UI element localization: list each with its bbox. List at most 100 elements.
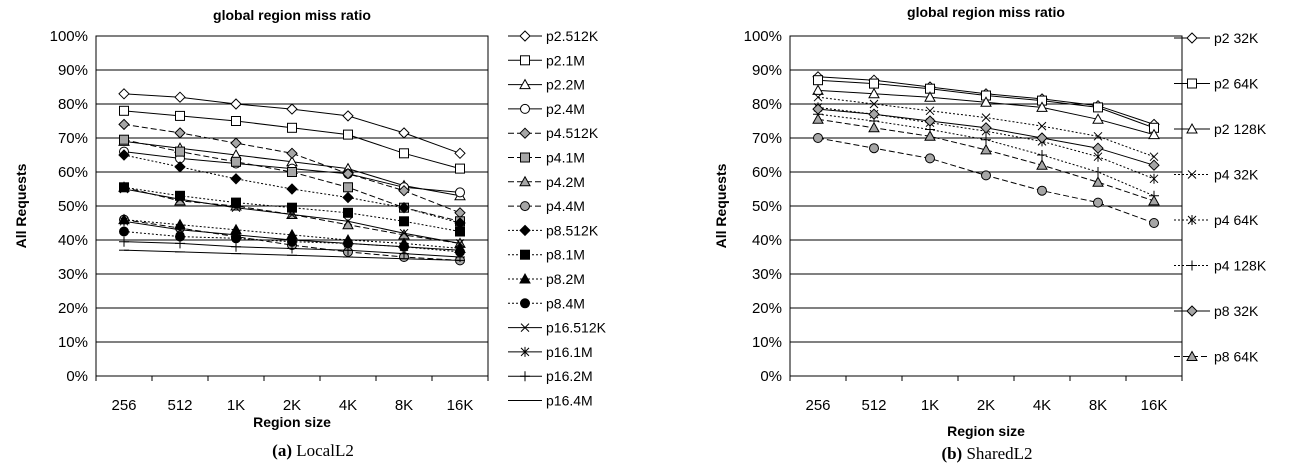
legend-label: p8.2M	[546, 271, 585, 287]
data-point-p16-2m	[231, 241, 241, 252]
data-point-p4-512k	[118, 118, 130, 131]
data-point-p8-1m	[287, 202, 297, 213]
data-point-p4-512k	[398, 184, 410, 197]
legend-label: p2 32K	[1214, 30, 1259, 46]
data-point-p8-512k	[174, 161, 186, 173]
data-point-p4-32k	[1149, 152, 1159, 162]
data-point-p8-64k	[1148, 194, 1160, 206]
legend-item-p2-64k: p2 64K	[1174, 76, 1259, 92]
legend-item-p2-512k: p2.512K	[508, 28, 599, 44]
data-point-p4-512k	[286, 147, 298, 160]
data-point-p2-128k	[1036, 101, 1048, 112]
series-p8-512k	[118, 149, 466, 229]
legend-item-p4-2m: p4.2M	[508, 174, 585, 190]
data-point-p16-512k	[119, 184, 129, 194]
legend-marker-p8-512k	[519, 224, 531, 237]
data-point-p8-1m	[399, 216, 409, 227]
data-point-unlabeled-8	[1037, 185, 1047, 196]
legend-label: p16.512K	[546, 320, 607, 336]
legend-label: p4.2M	[546, 174, 585, 190]
data-point-p2-1m	[455, 163, 465, 174]
data-point-p4-1m	[287, 167, 297, 177]
y-tick-label: 10%	[752, 334, 782, 351]
data-point-p8-512k	[230, 173, 242, 185]
legend-marker-p4-64k	[1187, 215, 1197, 225]
data-point-p4-1m	[175, 146, 185, 157]
legend-marker-p2-32k	[1186, 32, 1198, 44]
data-point-p2-512k	[454, 147, 466, 160]
legend-item-p16-4m: p16.4M	[508, 393, 593, 409]
legend-item-p8-64k: p8 64K	[1174, 349, 1259, 365]
data-point-p2-512k	[286, 103, 298, 115]
y-tick-label: 100%	[50, 28, 88, 45]
legend-item-p2-1m: p2.1M	[508, 52, 585, 68]
data-point-p16-512k	[175, 194, 185, 204]
legend-item-p16-2m: p16.2M	[508, 368, 593, 384]
data-point-p8-512k	[342, 191, 354, 204]
data-point-p16-512k	[343, 216, 353, 226]
data-point-p8-64k	[868, 121, 880, 133]
legend-item-p2-4m: p2.4M	[508, 101, 585, 117]
data-point-p8-32k	[1092, 142, 1104, 154]
legend-label: p8 64K	[1214, 349, 1259, 365]
chart-local-l2: global region miss ratio 0% 10% 20% 30% 40% 50…	[13, 7, 607, 430]
chart-title: global region miss ratio	[907, 4, 1065, 20]
y-tick-label: 100%	[744, 28, 782, 45]
data-point-p8-1m	[343, 207, 353, 218]
data-point-unlabeled-8	[925, 153, 935, 164]
legend-item-p8-512k: p8.512K	[508, 222, 599, 238]
data-point-unlabeled-8	[869, 143, 879, 154]
data-point-p8-1m	[231, 197, 241, 208]
legend-label: p4 64K	[1214, 212, 1259, 228]
data-point-p8-64k	[980, 143, 992, 155]
legend-item-p4-4m: p4.4M	[508, 198, 585, 214]
legend-marker-p16-512k	[520, 323, 530, 332]
data-point-p2-64k	[869, 78, 879, 89]
legend-label: p4.4M	[546, 198, 585, 214]
legend-marker-p4-1m	[520, 152, 530, 163]
series-unlabeled-8	[813, 133, 1159, 228]
legend-label: p2.2M	[546, 77, 585, 93]
data-point-p2-128k	[980, 96, 992, 107]
data-point-p8-64k	[924, 130, 936, 141]
data-point-p8-64k	[1092, 176, 1104, 187]
y-tick-label: 50%	[58, 198, 88, 215]
legend-marker-p4-512k	[519, 127, 531, 139]
legend-item-p8-4m: p8.4M	[508, 295, 585, 311]
data-point-p2-1m	[175, 110, 185, 121]
y-tick-label: 60%	[752, 164, 782, 181]
y-tick-label: 90%	[58, 62, 88, 79]
data-point-p2-128k	[812, 84, 824, 95]
series-p2-1m	[119, 105, 465, 174]
x-tick-label: 8K	[1089, 397, 1107, 414]
data-point-p2-64k	[813, 75, 823, 86]
y-tick-label: 20%	[58, 300, 88, 317]
data-point-p8-32k	[924, 115, 936, 127]
data-point-p2-1m	[399, 148, 409, 159]
caption-shared-l2: (b) SharedL2	[941, 444, 1033, 463]
data-point-p16-1m	[119, 216, 129, 227]
data-point-p4-1m	[343, 182, 353, 193]
y-tick-label: 30%	[58, 266, 88, 283]
data-point-unlabeled-8	[1093, 197, 1103, 208]
series-p8-32k	[812, 103, 1160, 171]
legend-marker-p8-64k	[1186, 350, 1198, 361]
data-point-p2-128k	[868, 87, 880, 99]
legend-label: p4.1M	[546, 150, 585, 166]
data-point-p8-512k	[398, 201, 410, 214]
data-point-p4-1m	[119, 134, 129, 145]
data-point-p16-512k	[287, 210, 297, 219]
legend-marker-p8-32k	[1186, 305, 1198, 317]
y-tick-label: 60%	[58, 164, 88, 181]
legend-label: p2.512K	[546, 28, 599, 44]
series-p16-1m	[119, 216, 465, 256]
y-tick-label: 70%	[752, 130, 782, 147]
data-point-p2-1m	[343, 129, 353, 140]
data-point-p2-512k	[118, 88, 130, 100]
legend-label: p2 64K	[1214, 76, 1259, 92]
legend-marker-p16-2m	[520, 371, 530, 382]
x-tick-label: 256	[111, 397, 136, 414]
legend-marker-p4-128k	[1187, 260, 1197, 271]
legend-label: p8.4M	[546, 295, 585, 311]
data-point-p16-2m	[175, 238, 185, 249]
